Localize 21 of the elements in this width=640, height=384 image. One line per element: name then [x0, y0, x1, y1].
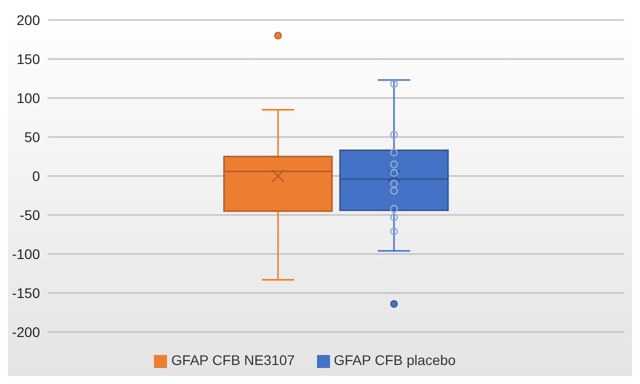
point — [390, 213, 398, 222]
point — [390, 186, 398, 195]
y-tick-label: 0 — [32, 168, 40, 184]
point — [390, 204, 398, 213]
legend-label: GFAP CFB NE3107 — [171, 352, 295, 368]
point — [390, 130, 398, 139]
y-tick-label: 150 — [16, 50, 40, 67]
legend-label: GFAP CFB placebo — [334, 352, 456, 368]
y-tick-label: -200 — [12, 324, 40, 340]
point — [390, 168, 398, 177]
y-tick-label: 100 — [16, 90, 40, 106]
point — [390, 227, 398, 236]
y-tick-label: 50 — [24, 128, 40, 145]
point — [390, 80, 398, 88]
y-tick-label: -150 — [12, 284, 40, 301]
point — [390, 148, 398, 157]
y-tick-label: -50 — [20, 206, 40, 223]
y-tick-label: 200 — [16, 12, 40, 28]
y-tick-label: -100 — [12, 246, 40, 262]
point — [390, 180, 398, 188]
point — [390, 160, 398, 168]
